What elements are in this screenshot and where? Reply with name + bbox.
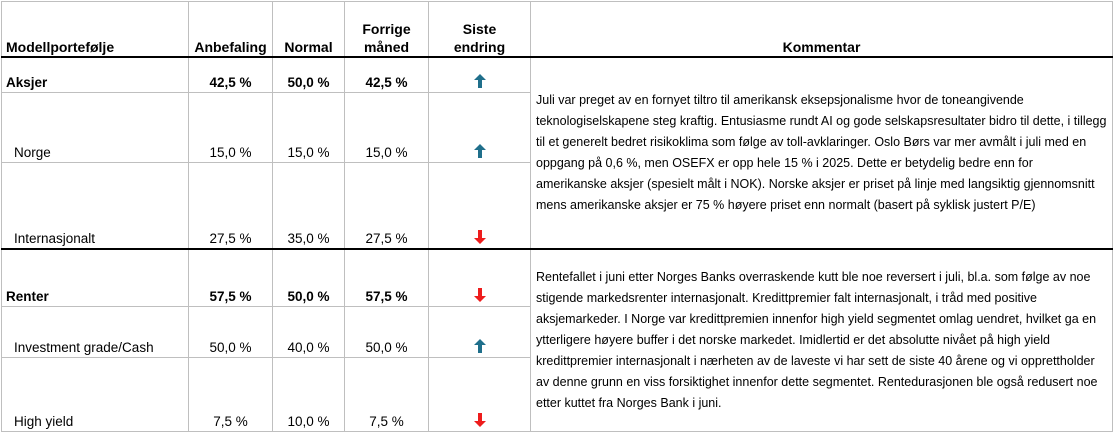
normal-value: 50,0 % xyxy=(272,248,345,307)
normal-value: 40,0 % xyxy=(272,305,345,358)
normal-value: 35,0 % xyxy=(272,161,345,250)
row-label: Aksjer xyxy=(1,56,189,93)
previous-value: 7,5 % xyxy=(344,356,429,432)
up-arrow-icon xyxy=(428,305,531,358)
previous-value: 57,5 % xyxy=(344,248,429,307)
down-arrow-icon xyxy=(428,161,531,250)
recommendation-value: 27,5 % xyxy=(188,161,273,250)
previous-value: 15,0 % xyxy=(344,91,429,163)
recommendation-value: 57,5 % xyxy=(188,248,273,307)
down-arrow-icon xyxy=(428,248,531,307)
row-label: High yield xyxy=(1,356,189,432)
normal-value: 15,0 % xyxy=(272,91,345,163)
header-recommendation: Anbefaling xyxy=(188,1,273,58)
row-label: Norge xyxy=(1,91,189,163)
previous-value: 50,0 % xyxy=(344,305,429,358)
table-row: Internasjonalt 27,5 % 35,0 % 27,5 % xyxy=(1,161,1113,250)
recommendation-value: 15,0 % xyxy=(188,91,273,163)
header-previous-month: Forrige måned xyxy=(344,1,429,58)
recommendation-value: 7,5 % xyxy=(188,356,273,432)
previous-value: 27,5 % xyxy=(344,161,429,250)
header-row: Modellportefølje Anbefaling Normal Forri… xyxy=(1,1,1113,58)
previous-value: 42,5 % xyxy=(344,56,429,93)
recommendation-value: 42,5 % xyxy=(188,56,273,93)
table-row: Aksjer 42,5 % 50,0 % 42,5 % Juli var pre… xyxy=(1,56,1113,250)
up-arrow-icon xyxy=(428,91,531,163)
normal-value: 50,0 % xyxy=(272,56,345,93)
normal-value: 10,0 % xyxy=(272,356,345,432)
table-row: Norge 15,0 % 15,0 % 15,0 % xyxy=(1,91,1113,163)
recommendation-value: 50,0 % xyxy=(188,305,273,358)
up-arrow-icon xyxy=(428,56,531,93)
fixed-income-comment: Rentefallet i juni etter Norges Banks ov… xyxy=(530,248,1113,432)
row-label: Investment grade/Cash xyxy=(1,305,189,358)
down-arrow-icon xyxy=(428,356,531,432)
table-row: Renter 57,5 % 50,0 % 57,5 % Rentefallet … xyxy=(1,248,1113,432)
row-label: Internasjonalt xyxy=(1,161,189,250)
equities-comment: Juli var preget av en fornyet tiltro til… xyxy=(530,56,1113,250)
header-portfolio: Modellportefølje xyxy=(1,1,189,58)
table-row: High yield 7,5 % 10,0 % 7,5 % xyxy=(1,356,1113,432)
row-label: Renter xyxy=(1,248,189,307)
header-normal: Normal xyxy=(272,1,345,58)
header-comment: Kommentar xyxy=(530,1,1113,58)
header-last-change: Siste endring xyxy=(428,1,531,58)
